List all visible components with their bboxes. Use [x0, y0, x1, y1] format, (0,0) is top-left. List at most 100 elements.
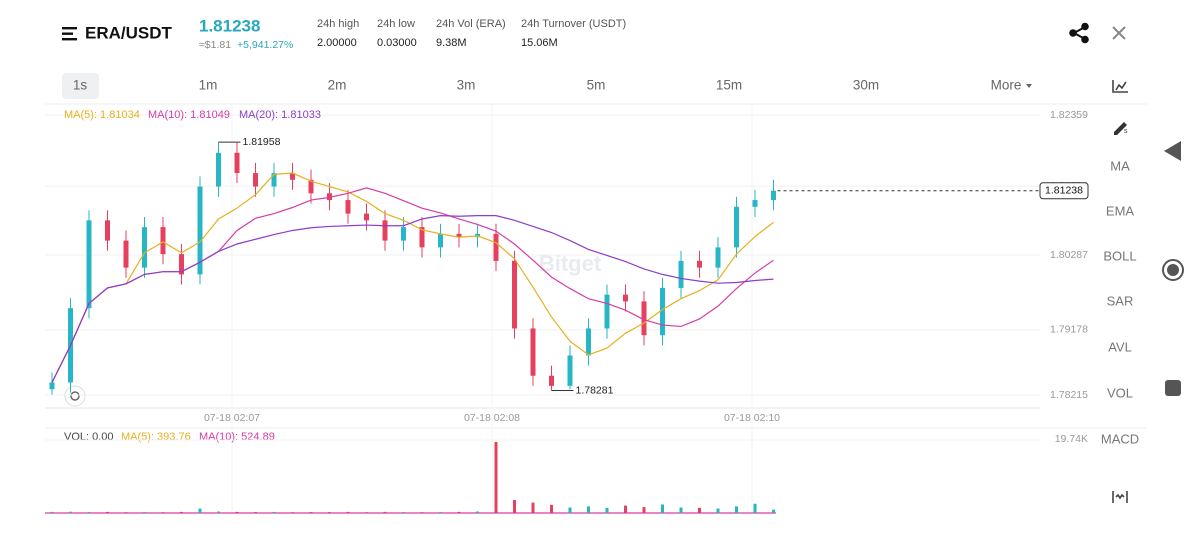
indicator-tab[interactable]: SAR [1107, 293, 1134, 308]
candle-body [604, 294, 610, 329]
settings-icon[interactable] [1112, 491, 1128, 503]
volume-bar [217, 511, 220, 513]
timeframe-tab[interactable]: 3m [457, 78, 476, 93]
volume-bar [50, 511, 54, 513]
volume-bar [642, 507, 646, 513]
x-tick-label: 07-18 02:08 [464, 412, 520, 424]
volume-bar [753, 503, 757, 513]
volume-bar [772, 509, 775, 513]
indicator-tab[interactable]: EMA [1106, 203, 1135, 218]
volume-bar [402, 512, 405, 513]
candle-body [345, 200, 351, 214]
active-tab-bg [62, 73, 99, 99]
candle-body [697, 260, 702, 268]
more-caret [1026, 84, 1032, 88]
candle-body [49, 382, 55, 390]
candle-body [456, 233, 462, 238]
candle-body [752, 200, 758, 207]
candle-body [715, 247, 721, 268]
volume-bar [180, 511, 183, 513]
timeframe-tab[interactable]: 2m [328, 78, 347, 93]
volume-bar [69, 511, 72, 513]
timeframe-tab[interactable]: 15m [716, 78, 742, 93]
indicator-tab[interactable]: AVL [1108, 339, 1132, 354]
ma-line [51, 172, 774, 383]
volume-bar [106, 511, 109, 513]
stat-label: 24h high [317, 18, 359, 30]
high-label: 1.81958 [243, 136, 281, 148]
timeframe-tab[interactable]: 5m [587, 78, 606, 93]
candle-body [216, 152, 221, 187]
candle-body [641, 301, 647, 336]
volume-bar [291, 512, 294, 513]
indicator-tab[interactable]: BOLL [1103, 248, 1136, 263]
volume-bar [476, 511, 479, 513]
candle-body [308, 179, 314, 194]
home-button[interactable] [1162, 259, 1184, 281]
share-icon[interactable] [1069, 22, 1089, 44]
candle-body [142, 227, 147, 268]
stat-value: 2.00000 [317, 37, 357, 49]
volume-bar [494, 441, 498, 513]
candle-body [160, 227, 166, 255]
y-tick-label: 1.78215 [1050, 389, 1088, 401]
back-button[interactable] [1164, 141, 1181, 161]
indicator-tab[interactable]: MACD [1101, 431, 1139, 446]
x-tick-label: 07-18 02:07 [204, 412, 260, 424]
candle-body [678, 260, 684, 288]
last-price-box [1039, 182, 1089, 200]
indicator-tab[interactable]: MA [1110, 158, 1130, 173]
y-tick-label: 1.79178 [1050, 324, 1088, 336]
menu-icon[interactable] [62, 27, 77, 41]
timeframe-tab[interactable]: 30m [853, 78, 879, 93]
timeframe-tab[interactable]: 1m [199, 78, 218, 93]
candle-body [290, 173, 295, 180]
recent-button[interactable] [1165, 380, 1181, 396]
volume-bar [309, 512, 313, 513]
candle-body [271, 173, 277, 187]
candle-body [179, 254, 184, 275]
volume-bar [235, 511, 239, 513]
pair[interactable]: ERA/USDT [85, 23, 173, 42]
volume-bar [679, 507, 683, 513]
y-tick-label: 1.82359 [1050, 109, 1088, 121]
stat-value: 9.38M [436, 37, 467, 49]
volume-bar [198, 508, 202, 513]
candle-body [105, 220, 110, 241]
volume-bar [550, 504, 553, 513]
candle-body [234, 152, 240, 174]
timeframe-tab[interactable]: More [991, 78, 1022, 93]
volume-bar [124, 512, 128, 513]
last-price: 1.81238 [199, 16, 260, 35]
indicator-tab[interactable]: VOL [1107, 385, 1133, 400]
last-price-label: 1.81238 [1045, 185, 1083, 197]
ma-legend: MA(10): 1.81049 [148, 109, 230, 121]
candle-body [567, 355, 573, 386]
volume-bar [531, 502, 535, 513]
candle-body [734, 206, 739, 248]
draw-icon[interactable]: s [1114, 122, 1128, 135]
volume-bar [698, 507, 701, 513]
volume-bar [365, 512, 368, 513]
candle-body [253, 173, 258, 187]
close-icon[interactable] [1112, 26, 1126, 40]
volume-bar [568, 507, 572, 513]
candle-body [438, 233, 443, 248]
candle-body [86, 220, 92, 309]
timeframe-tab[interactable]: 1s [73, 78, 88, 93]
candle-body [530, 328, 536, 376]
candle-body [419, 227, 425, 248]
candle-body [197, 186, 203, 275]
volume-bar [513, 500, 516, 513]
candle-body [660, 287, 665, 336]
volume-bar [143, 512, 146, 513]
volume-legend: VOL: 0.00 [64, 431, 114, 443]
fit-button[interactable] [64, 385, 86, 407]
candle-body [382, 220, 388, 241]
stat-label: 24h Vol (ERA) [436, 18, 506, 30]
stat-value: 0.03000 [377, 37, 417, 49]
candle-body [123, 240, 129, 268]
volume-bar [587, 506, 590, 513]
chart-type-icon[interactable] [1112, 80, 1128, 93]
svg-text:s: s [1124, 128, 1128, 135]
